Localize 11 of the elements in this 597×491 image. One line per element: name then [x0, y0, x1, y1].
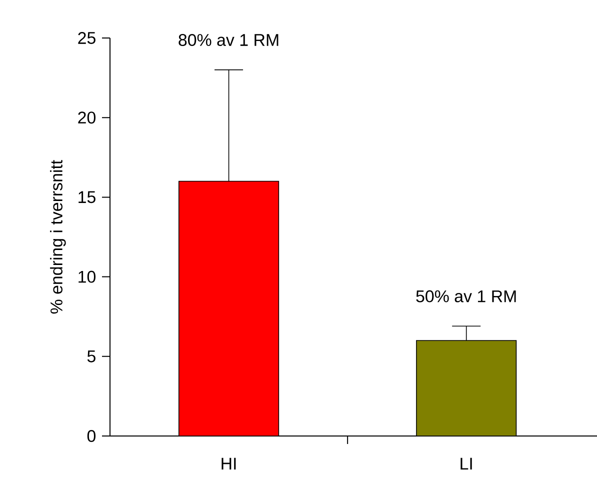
x-tick-label: LI	[460, 458, 472, 470]
y-tick-label: 20	[78, 112, 96, 124]
x-tick-label: HI	[222, 458, 236, 470]
y-axis-title: % endring i tverrsnitt	[50, 160, 66, 314]
y-tick-label: 5	[87, 350, 96, 362]
y-tick-label: 15	[78, 191, 96, 204]
y-tick-label: 25	[78, 32, 96, 44]
annotation: 80% av 1 RM	[178, 34, 278, 46]
y-tick-label: 10	[78, 270, 96, 283]
annotation: 50% av 1 RM	[416, 290, 516, 302]
y-tick-label: 0	[87, 430, 96, 442]
